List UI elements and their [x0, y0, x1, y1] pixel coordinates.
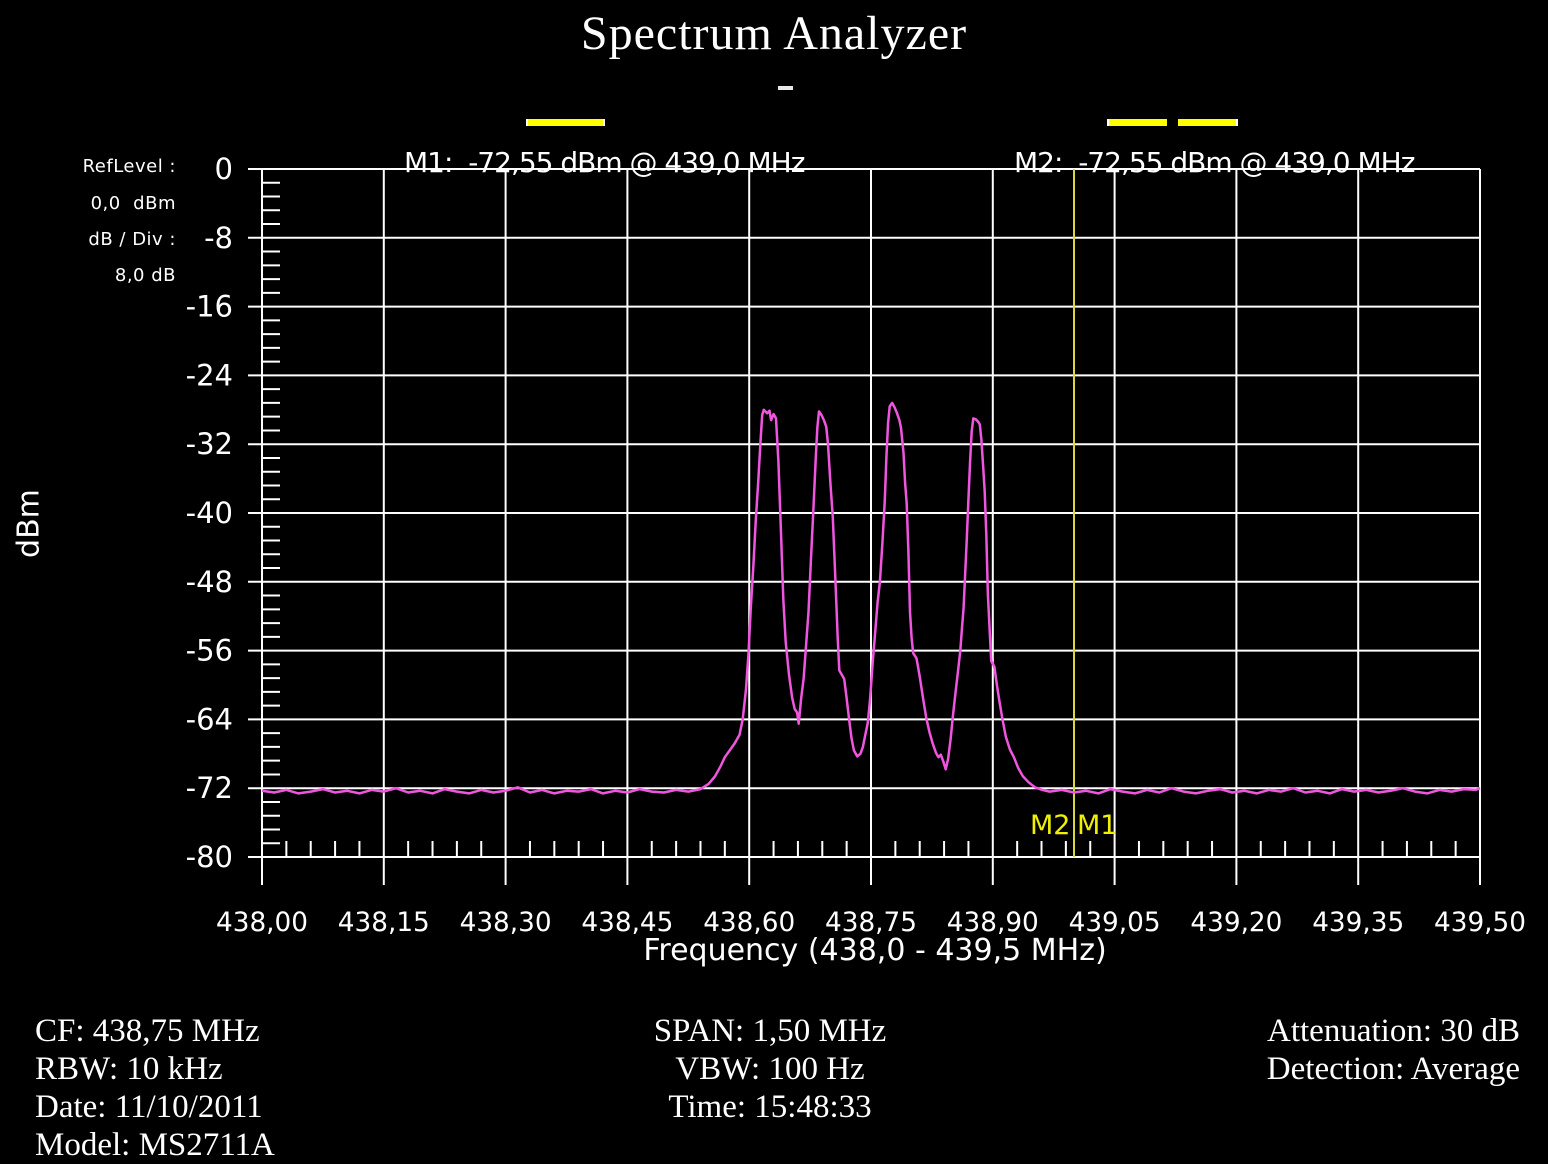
x-tick-label: 438,00	[216, 907, 308, 938]
y-tick-label: 0	[215, 152, 233, 186]
x-tick-label: 439,35	[1312, 907, 1404, 938]
x-tick-label: 439,50	[1434, 907, 1526, 938]
x-tick-label: 438,30	[460, 907, 552, 938]
marker1-flag[interactable]: M1	[1077, 810, 1118, 841]
page-title: Spectrum Analyzer	[580, 7, 968, 60]
x-axis-label: Frequency (438,0 - 439,5 MHz)	[643, 933, 1107, 968]
y-tick-label: -64	[186, 702, 233, 736]
date-text: Date: 11/10/2011	[35, 1089, 263, 1125]
y-tick-label: -32	[186, 427, 233, 461]
marker2-flag[interactable]: M2	[1030, 810, 1071, 841]
db-per-div-label: dB / Div :	[88, 229, 176, 250]
footer-center-block: SPAN: 1,50 MHz VBW: 100 Hz Time: 15:48:3…	[570, 1012, 970, 1126]
attenuation-text: Attenuation: 30 dB	[1267, 1013, 1520, 1049]
x-tick-label: 438,60	[703, 907, 795, 938]
rbw-text: RBW: 10 kHz	[35, 1051, 223, 1087]
x-tick-label: 438,75	[825, 907, 917, 938]
x-tick-label: 439,20	[1190, 907, 1282, 938]
x-tick-label: 439,05	[1069, 907, 1161, 938]
y-tick-label: -24	[186, 358, 233, 392]
footer-left-block: CF: 438,75 MHz RBW: 10 kHz Date: 11/10/2…	[35, 1012, 275, 1164]
y-tick-label: -72	[186, 771, 233, 805]
y-tick-label: -40	[186, 496, 233, 530]
marker2-readout: M2: -72,55 dBm @ 439,0 MHz	[1014, 146, 1415, 179]
y-tick-label: -8	[204, 221, 233, 255]
model-text: Model: MS2711A	[35, 1127, 275, 1163]
x-tick-label: 438,90	[947, 907, 1039, 938]
marker1-highlight-bar	[526, 119, 605, 126]
marker2-highlight-bar-left	[1107, 119, 1167, 126]
center-frequency-text: CF: 438,75 MHz	[35, 1013, 260, 1049]
spectrum-plot: 0 -8 -16 -24 -32 -40 -48 -56 -64 -72 -80 438,00 438,…	[186, 152, 1526, 938]
footer-right-block: Attenuation: 30 dB Detection: Average	[1267, 1012, 1520, 1088]
marker1-readout: M1: -72,55 dBm @ 439,0 MHz	[404, 146, 805, 179]
x-tick-label: 438,45	[581, 907, 673, 938]
y-tick-label: -56	[186, 634, 233, 668]
spectrum-trace	[261, 401, 1481, 795]
title-cursor-dash	[778, 86, 793, 90]
y-tick-label: -80	[186, 840, 233, 874]
ref-level-value: 0,0 dBm	[90, 193, 176, 214]
ref-level-label: RefLevel :	[82, 156, 176, 177]
y-tick-label: -48	[186, 565, 233, 599]
time-text: Time: 15:48:33	[668, 1089, 872, 1125]
span-text: SPAN: 1,50 MHz	[653, 1013, 887, 1049]
y-tick-label: -16	[186, 290, 233, 324]
x-tick-label: 438,15	[338, 907, 430, 938]
marker2-highlight-bar-right	[1178, 119, 1238, 126]
detection-text: Detection: Average	[1266, 1051, 1520, 1087]
vbw-text: VBW: 100 Hz	[675, 1051, 865, 1087]
db-per-div-value: 8,0 dB	[114, 265, 176, 286]
